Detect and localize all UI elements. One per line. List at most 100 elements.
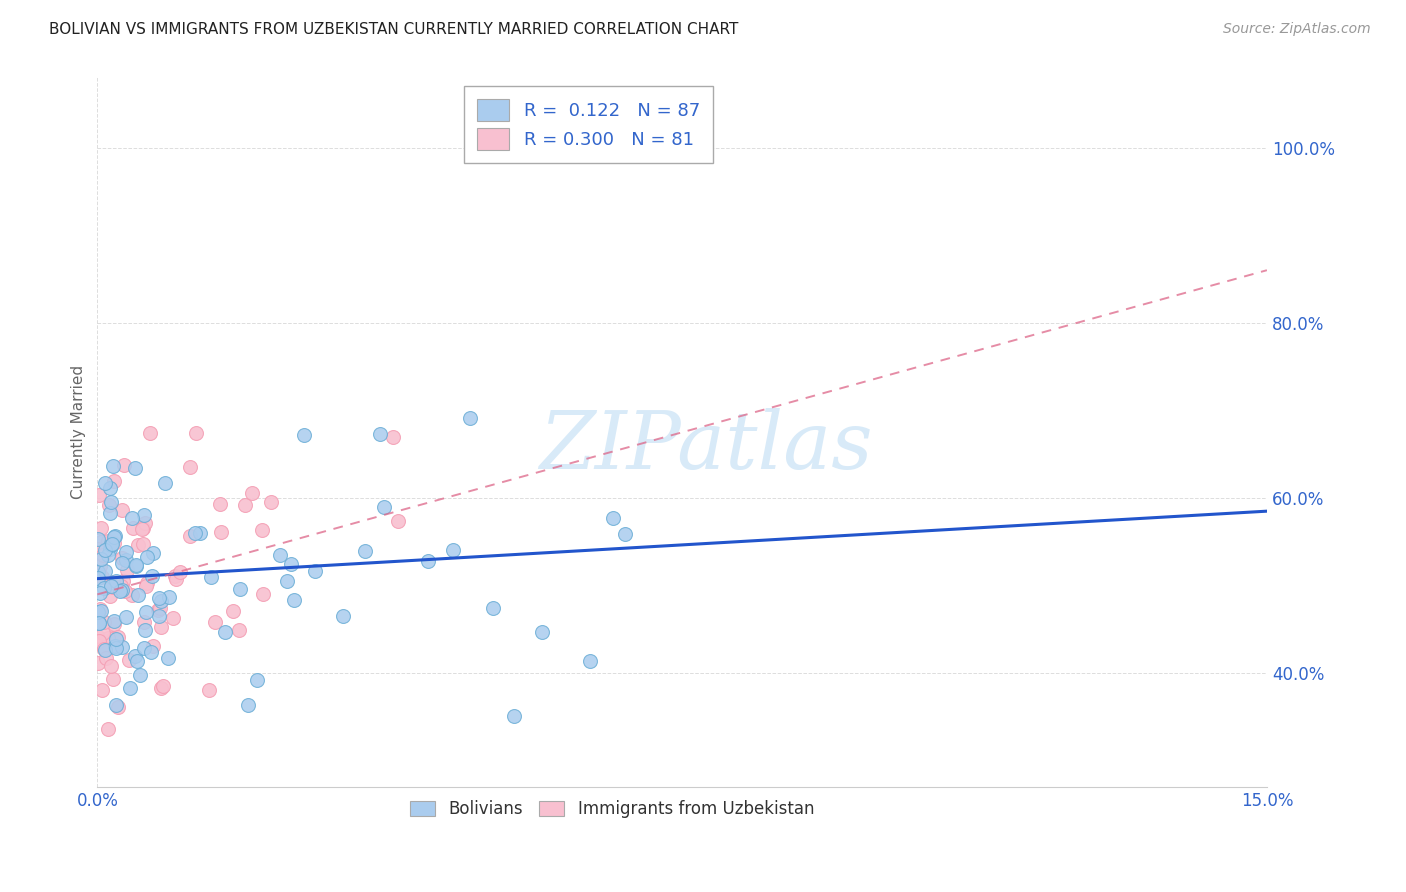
Point bbox=[502, 709, 524, 723]
Point bbox=[101, 458, 124, 473]
Point bbox=[353, 544, 375, 558]
Point bbox=[100, 658, 122, 673]
Point bbox=[87, 533, 110, 547]
Point bbox=[97, 533, 120, 548]
Point bbox=[135, 605, 157, 619]
Y-axis label: Currently Married: Currently Married bbox=[72, 365, 86, 500]
Point bbox=[141, 645, 163, 659]
Point bbox=[120, 681, 142, 695]
Point bbox=[90, 604, 112, 618]
Point bbox=[103, 574, 125, 589]
Point bbox=[93, 641, 115, 656]
Point bbox=[127, 588, 149, 602]
Point bbox=[208, 497, 231, 511]
Point bbox=[110, 579, 132, 593]
Point bbox=[115, 544, 138, 558]
Point bbox=[169, 565, 191, 579]
Point bbox=[135, 579, 157, 593]
Point bbox=[222, 604, 245, 618]
Point bbox=[156, 651, 179, 665]
Point bbox=[94, 642, 117, 657]
Point bbox=[179, 460, 201, 475]
Point bbox=[94, 651, 117, 665]
Point bbox=[148, 591, 170, 605]
Point bbox=[94, 565, 117, 579]
Point bbox=[91, 625, 114, 640]
Point bbox=[115, 563, 138, 577]
Point bbox=[87, 636, 110, 650]
Point bbox=[103, 536, 125, 550]
Point bbox=[97, 632, 120, 646]
Point bbox=[132, 537, 155, 551]
Point bbox=[125, 558, 148, 573]
Point bbox=[162, 611, 184, 625]
Point bbox=[103, 673, 125, 687]
Point bbox=[98, 589, 121, 603]
Point bbox=[93, 581, 115, 595]
Point bbox=[276, 574, 298, 588]
Point bbox=[101, 537, 124, 551]
Point bbox=[141, 569, 163, 583]
Point bbox=[103, 631, 125, 645]
Point bbox=[373, 500, 395, 514]
Point bbox=[90, 552, 112, 566]
Point bbox=[139, 425, 162, 440]
Point bbox=[240, 486, 263, 500]
Point bbox=[578, 654, 600, 668]
Point bbox=[246, 673, 269, 687]
Point bbox=[96, 536, 118, 550]
Point bbox=[165, 572, 187, 586]
Point bbox=[103, 614, 125, 628]
Point bbox=[86, 629, 108, 643]
Point bbox=[204, 615, 226, 629]
Point bbox=[387, 514, 409, 528]
Point bbox=[602, 510, 624, 524]
Text: BOLIVIAN VS IMMIGRANTS FROM UZBEKISTAN CURRENTLY MARRIED CORRELATION CHART: BOLIVIAN VS IMMIGRANTS FROM UZBEKISTAN C… bbox=[49, 22, 738, 37]
Point bbox=[132, 508, 155, 523]
Point bbox=[89, 566, 111, 580]
Point bbox=[183, 526, 205, 541]
Point bbox=[104, 641, 127, 656]
Point bbox=[87, 656, 110, 670]
Point bbox=[112, 574, 135, 589]
Point bbox=[132, 521, 155, 535]
Point bbox=[228, 623, 250, 637]
Point bbox=[94, 476, 117, 491]
Point bbox=[112, 458, 135, 472]
Point bbox=[200, 570, 222, 584]
Point bbox=[134, 624, 156, 638]
Point bbox=[91, 548, 114, 562]
Point bbox=[107, 699, 129, 714]
Point bbox=[148, 609, 170, 624]
Point bbox=[186, 426, 208, 441]
Point bbox=[146, 603, 169, 617]
Point bbox=[149, 600, 172, 615]
Point bbox=[98, 542, 121, 557]
Point bbox=[110, 582, 132, 597]
Point bbox=[108, 583, 131, 598]
Point bbox=[105, 632, 128, 646]
Point bbox=[198, 683, 221, 698]
Point bbox=[127, 538, 149, 552]
Point bbox=[124, 461, 146, 475]
Point bbox=[482, 601, 505, 615]
Point bbox=[111, 640, 134, 654]
Point bbox=[233, 498, 256, 512]
Point bbox=[125, 558, 148, 573]
Point bbox=[117, 653, 139, 667]
Point bbox=[100, 538, 122, 552]
Point bbox=[87, 571, 110, 585]
Point bbox=[89, 558, 111, 573]
Point bbox=[98, 506, 121, 520]
Point bbox=[103, 475, 125, 489]
Point bbox=[87, 615, 110, 630]
Text: Source: ZipAtlas.com: Source: ZipAtlas.com bbox=[1223, 22, 1371, 37]
Point bbox=[98, 499, 121, 513]
Point bbox=[209, 524, 232, 539]
Point bbox=[104, 639, 127, 653]
Point bbox=[94, 643, 117, 657]
Point bbox=[86, 541, 108, 556]
Point bbox=[229, 582, 252, 597]
Point bbox=[104, 574, 127, 588]
Point bbox=[283, 592, 305, 607]
